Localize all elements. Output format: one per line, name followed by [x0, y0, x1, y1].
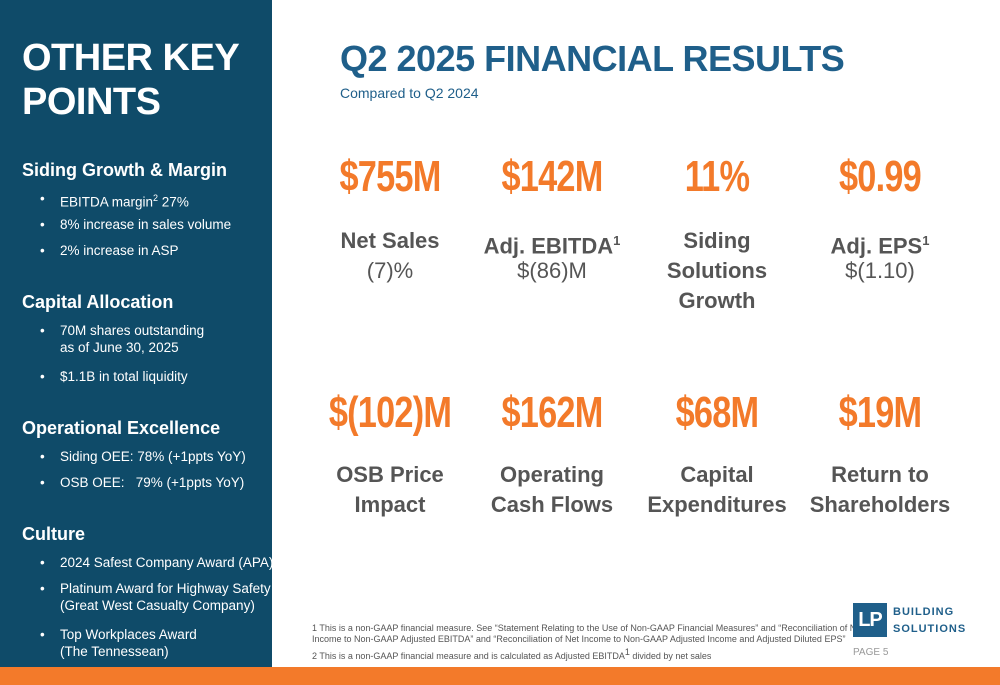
text: Income to Non-GAAP Adjusted EBITDA” and … — [312, 634, 846, 644]
metric-label: Growth — [632, 286, 802, 316]
bullet-dot: • — [40, 581, 45, 596]
text: as of June 30, 2025 — [60, 340, 179, 355]
metric-label: Cash Flows — [467, 490, 637, 520]
text: Impact — [354, 492, 426, 517]
metric-value: $0.99 — [839, 152, 922, 201]
metric-sublabel: $(86)M — [517, 258, 587, 283]
metric-value: $19M — [838, 388, 923, 437]
metric-value: 11% — [684, 152, 750, 201]
metric-value: $68M — [675, 388, 760, 437]
text: Solutions — [666, 258, 768, 283]
text: Shareholders — [809, 492, 951, 517]
text: 2% increase in ASP — [60, 243, 179, 258]
bullet-dot: • — [40, 217, 45, 232]
metric-value: $755M — [339, 152, 441, 201]
bullet: • $1.1B in total liquidity — [40, 368, 188, 385]
bullet: • Top Workplaces Award (The Tennessean) — [40, 626, 197, 660]
footer-bar — [0, 667, 1000, 685]
text: Siding — [683, 228, 751, 253]
text: $1.1B in total liquidity — [60, 369, 188, 384]
text: (Great West Casualty Company) — [60, 598, 255, 613]
title: Q2 2025 FINANCIAL RESULTS — [340, 38, 845, 79]
metric-value: $162M — [501, 388, 603, 437]
text: Return to — [831, 462, 929, 487]
bullet: • OSB OEE: 79% (+1ppts YoY) — [40, 474, 245, 491]
metric-label: Adj. EPS1 — [795, 226, 965, 261]
text: 2 This is a non-GAAP financial measure a… — [312, 651, 625, 661]
metric-label: Operating — [467, 460, 637, 490]
logo-mark: LP — [853, 603, 887, 637]
superscript: 1 — [613, 233, 621, 248]
text: Adj. EPS — [830, 233, 923, 259]
text: Capital — [680, 462, 754, 487]
section-heading: Siding Growth & Margin — [22, 160, 227, 180]
bullet-dot: • — [40, 449, 45, 464]
superscript: 2 — [153, 193, 159, 203]
bullet-dot: • — [40, 555, 45, 570]
section-heading: Culture — [22, 524, 85, 544]
bullet: • 8% increase in sales volume — [40, 216, 232, 233]
footnote: 1 This is a non-GAAP financial measure. … — [312, 623, 864, 645]
metric-label: Shareholders — [795, 490, 965, 520]
text: Operating — [500, 462, 604, 487]
bullet-dot: • — [40, 323, 45, 338]
bullet: • Siding OEE: 78% (+1ppts YoY) — [40, 448, 246, 465]
text: OSB OEE: 79% (+1ppts YoY) — [60, 475, 245, 490]
bullet: • Platinum Award for Highway Safety (Great… — [40, 580, 271, 614]
metric-sublabel: $(1.10) — [845, 258, 915, 283]
metric-label: Impact — [305, 490, 475, 520]
sidebar — [0, 0, 272, 667]
page-number: PAGE 5 — [853, 647, 889, 658]
metric-label: Siding — [632, 226, 802, 256]
metric-label: OSB Price — [305, 460, 475, 490]
bullet-dot: • — [40, 369, 45, 384]
section-heading: Capital Allocation — [22, 292, 174, 312]
text: (The Tennessean) — [60, 644, 169, 659]
metric-label: Capital — [632, 460, 802, 490]
bullet-dot: • — [40, 191, 45, 206]
footnote: 2 This is a non-GAAP financial measure a… — [312, 647, 711, 662]
text: Growth — [678, 288, 756, 313]
metric-value: $142M — [501, 152, 603, 201]
bullet: • 2% increase in ASP — [40, 242, 179, 259]
bullet-dot: • — [40, 243, 45, 258]
metric-label: Return to — [795, 460, 965, 490]
metric-label: Solutions — [632, 256, 802, 286]
bullet: • EBITDA margin2 27% — [40, 190, 189, 211]
metric-value: $(102)M — [328, 388, 452, 437]
metric-label: Expenditures — [632, 490, 802, 520]
metric-label: Adj. EBITDA1 — [467, 226, 637, 261]
bullet: • 70M shares outstanding as of June 30, 20… — [40, 322, 205, 356]
text: Top Workplaces Award — [60, 627, 197, 642]
subtitle: Compared to Q2 2024 — [340, 85, 479, 101]
text: Adj. EBITDA — [483, 233, 614, 259]
text: Siding OEE: 78% (+1ppts YoY) — [60, 449, 246, 464]
text: 70M shares outstanding — [60, 323, 205, 338]
text: Platinum Award for Highway Safety — [60, 581, 271, 596]
sidebar-title: OTHER KEY POINTS — [22, 37, 239, 123]
text: Cash Flows — [490, 492, 614, 517]
logo-text: SOLUTIONS — [893, 623, 967, 635]
text: 27% — [158, 194, 189, 210]
section-heading: Operational Excellence — [22, 418, 221, 438]
text: 2024 Safest Company Award (APA) — [60, 555, 274, 570]
text: 8% increase in sales volume — [60, 217, 232, 232]
text: divided by net sales — [629, 651, 712, 661]
bullet-dot: • — [40, 475, 45, 490]
superscript: 1 — [922, 233, 930, 248]
text: OSB Price — [336, 462, 444, 487]
bullet: • 2024 Safest Company Award (APA) — [40, 554, 274, 571]
bullet-dot: • — [40, 627, 45, 642]
metric-label: Net Sales — [305, 226, 475, 256]
text: Net Sales — [340, 228, 440, 253]
metric-sublabel: (7)% — [366, 258, 414, 283]
logo-text: BUILDING — [893, 606, 955, 618]
text: EBITDA margin — [60, 194, 154, 210]
text: Expenditures — [647, 492, 787, 517]
text: 1 This is a non-GAAP financial measure. … — [312, 623, 864, 633]
superscript: 1 — [624, 647, 630, 657]
